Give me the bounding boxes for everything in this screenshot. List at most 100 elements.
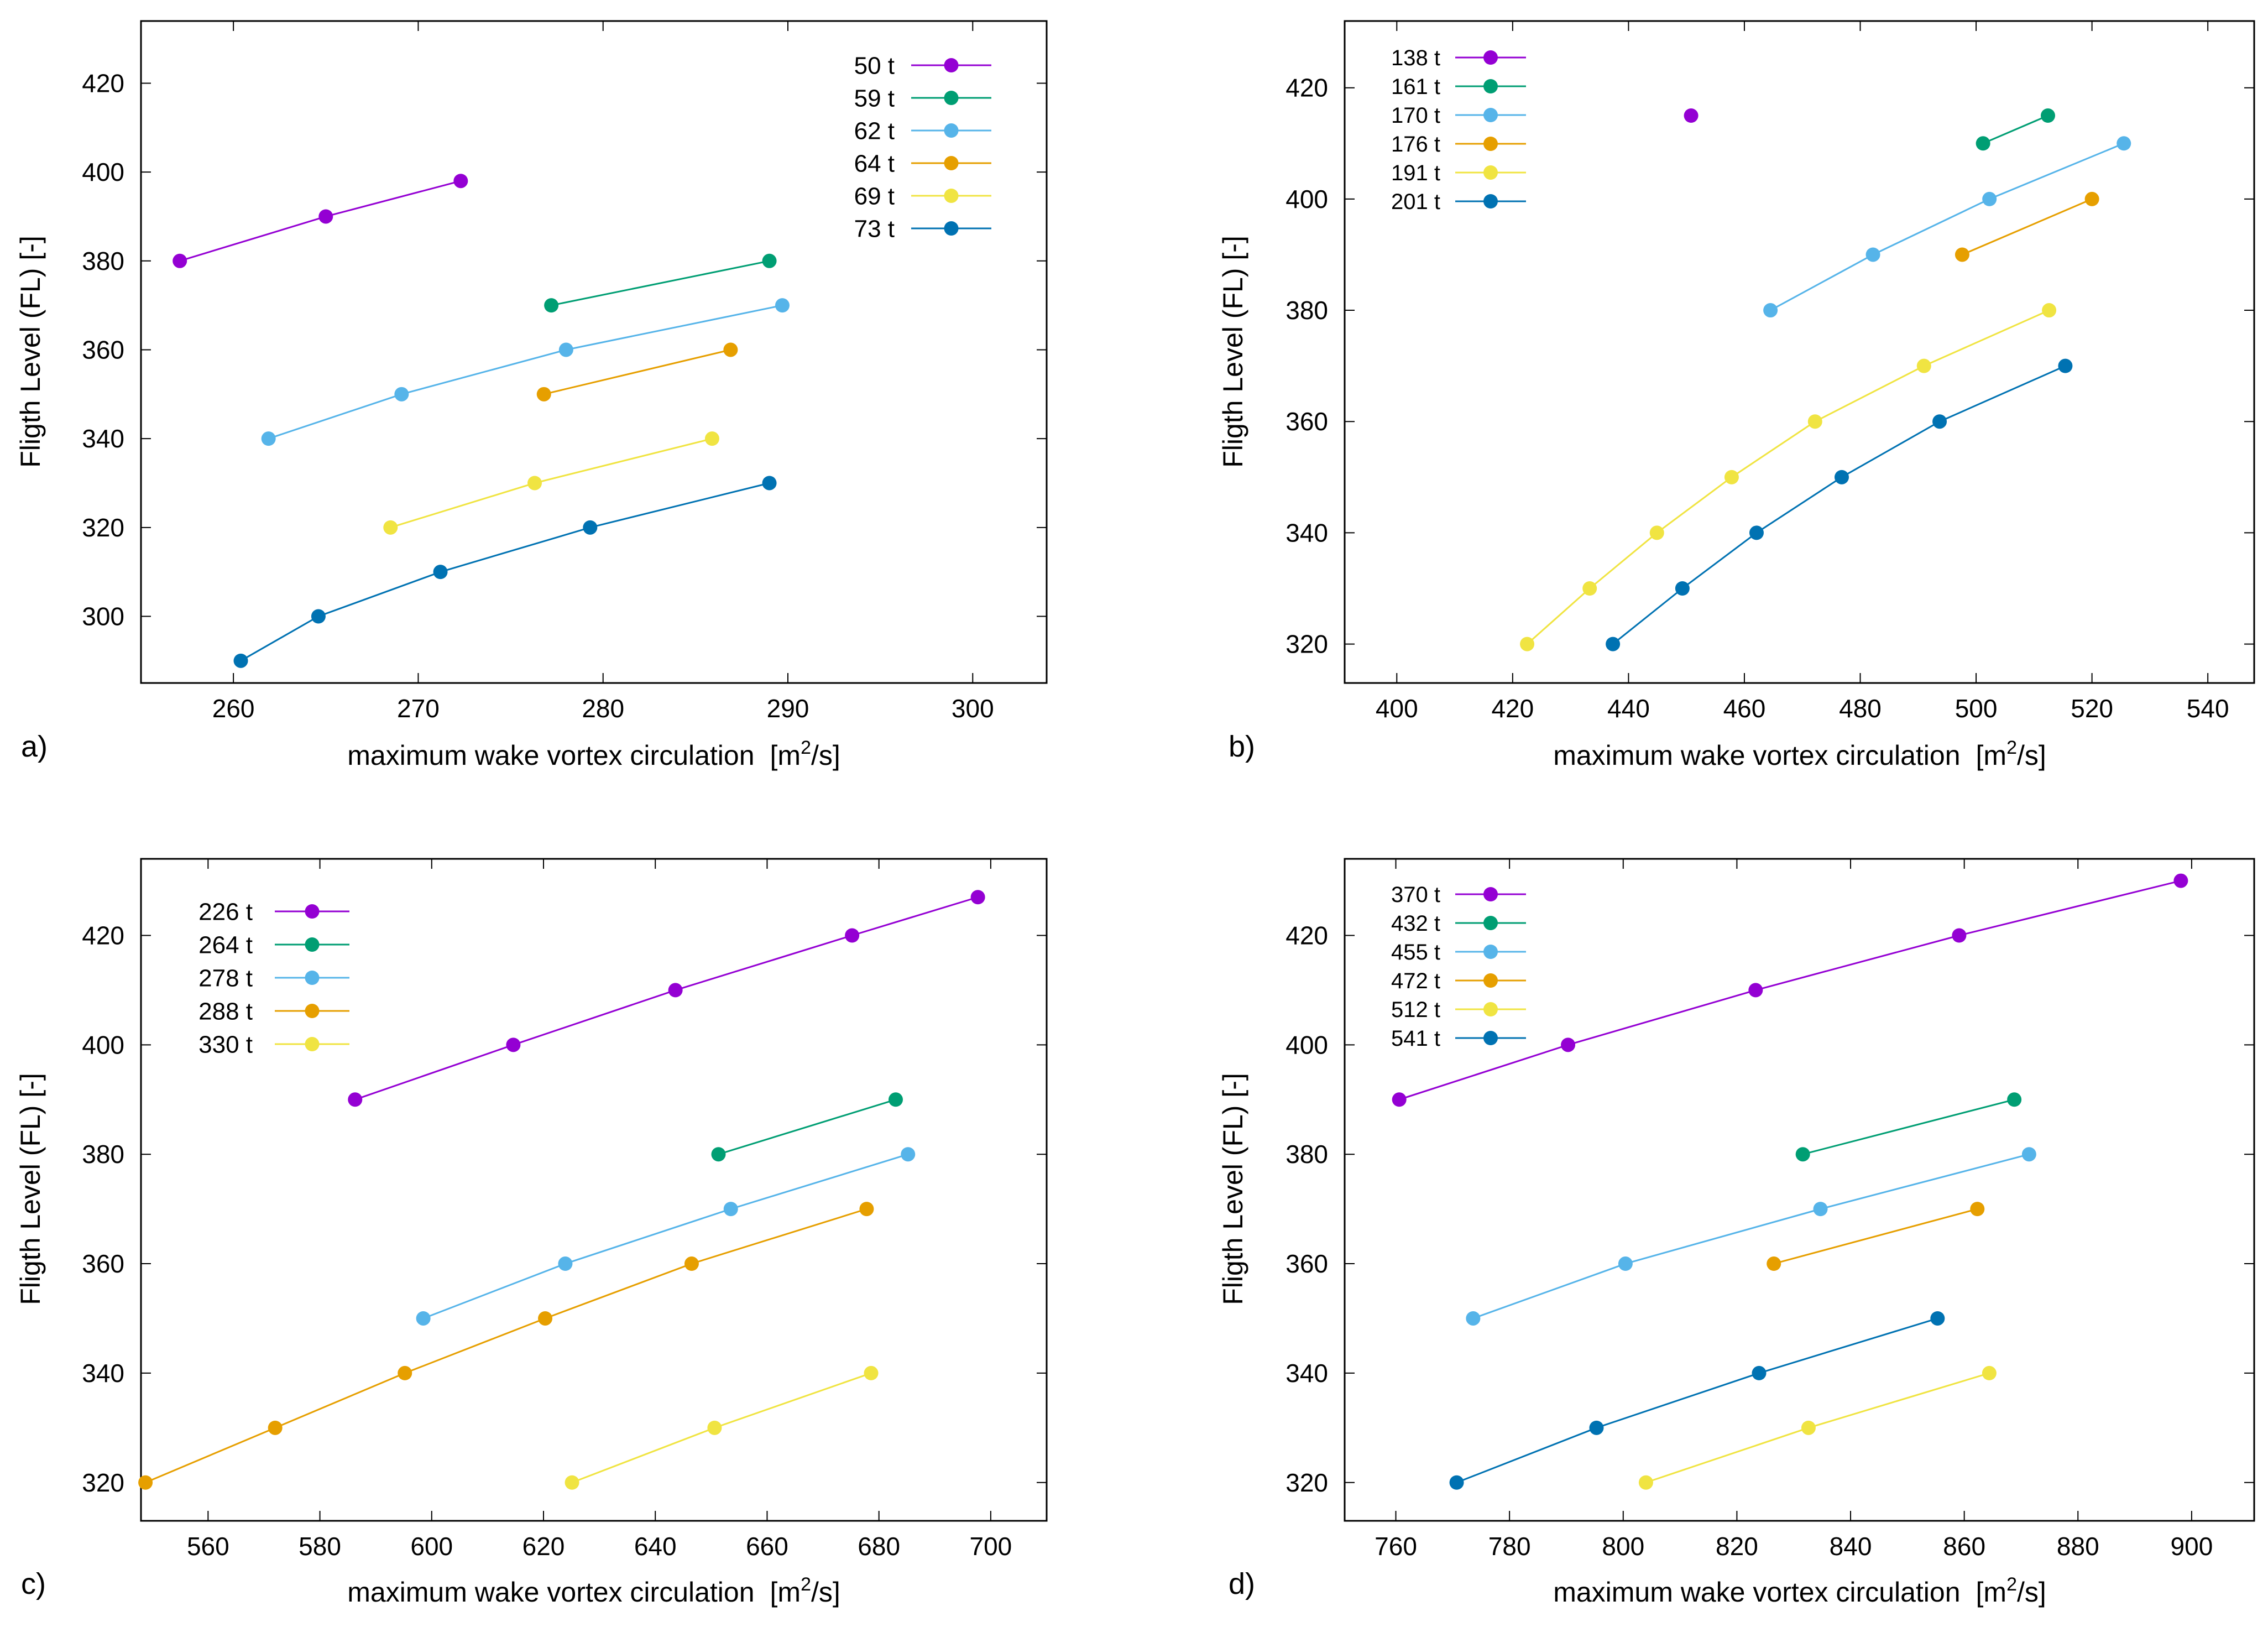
legend-label: 161 t [1391, 75, 1440, 99]
data-point [544, 298, 559, 313]
y-tick-label: 320 [1285, 630, 1328, 659]
data-point [1955, 247, 1969, 262]
legend-marker [305, 1004, 320, 1018]
y-tick-label: 340 [1285, 518, 1328, 547]
legend-label: 278 t [198, 964, 253, 992]
x-axis-title-text: maximum wake vortex circulation [1553, 740, 1960, 771]
data-point [1930, 1311, 1945, 1326]
legend-marker [944, 58, 959, 72]
data-point [1748, 983, 1763, 998]
legend-marker [944, 156, 959, 170]
chart-panel-4: 760 780 800 820 840 860 880 900 320 340 360 380 400 4… [1217, 858, 2255, 1608]
series-line [1773, 1208, 1978, 1265]
data-point [723, 342, 738, 357]
x-axis-title: maximum wake vortex circulation [m2/s] [347, 737, 840, 771]
data-point [1561, 1037, 1576, 1052]
legend-marker [1483, 137, 1498, 151]
x-tick-label: 460 [1723, 694, 1766, 723]
legend-marker [1483, 165, 1498, 180]
legend-marker [1483, 50, 1498, 65]
data-point [775, 298, 790, 313]
data-point [2040, 108, 2055, 123]
data-point [1684, 108, 1699, 123]
data-point [1724, 470, 1739, 484]
data-point [398, 1365, 412, 1380]
series-370-t [1392, 873, 2188, 1107]
legend-label: 201 t [1391, 190, 1440, 214]
series-line [390, 437, 713, 529]
data-point [2084, 191, 2099, 206]
series-226-t [348, 890, 985, 1107]
x-tick-label: 620 [522, 1532, 565, 1561]
y-tick-label: 320 [82, 1468, 124, 1497]
legend-label: 176 t [1391, 132, 1440, 157]
data-point [1916, 358, 1931, 373]
legend-label: 472 t [1391, 969, 1440, 993]
x-axis-unit: [m [770, 1577, 801, 1608]
x-axis-title-text: maximum wake vortex circulation [347, 740, 754, 771]
legend-label: 62 t [854, 117, 895, 144]
series-161-t [1976, 108, 2055, 151]
legend-label: 455 t [1391, 940, 1440, 964]
series-line [1527, 309, 2050, 645]
x-tick-label: 260 [212, 694, 255, 723]
legend-label: 264 t [198, 931, 253, 958]
x-axis-title-text: maximum wake vortex circulation [1553, 1577, 1960, 1608]
series-line [544, 349, 731, 395]
legend-label: 69 t [854, 182, 895, 210]
x-tick-label: 860 [1943, 1532, 1985, 1561]
data-point [684, 1256, 699, 1271]
y-tick-label: 340 [82, 1359, 124, 1388]
x-tick-label: 900 [2171, 1532, 2213, 1561]
legend-label: 191 t [1391, 161, 1440, 185]
legend-marker [1483, 1031, 1498, 1045]
y-tick-label: 300 [82, 602, 124, 630]
series-line [1983, 114, 2048, 144]
series-50-t [173, 174, 468, 268]
x-axis-unit-suffix: /s] [2017, 740, 2046, 771]
data-point [558, 1256, 573, 1271]
data-point [1582, 581, 1597, 596]
data-point [1392, 1092, 1407, 1107]
data-point [1970, 1202, 1985, 1217]
y-tick-label: 360 [1285, 407, 1328, 436]
y-axis-title: Fligth Level (FL) [-] [15, 1073, 46, 1305]
series-432-t [1795, 1092, 2022, 1162]
x-tick-label: 780 [1488, 1532, 1531, 1561]
data-point [2058, 358, 2073, 373]
data-point [1763, 303, 1778, 318]
x-tick-label: 540 [2187, 694, 2229, 723]
series-line [1612, 365, 2066, 645]
x-axis-unit-superscript: 2 [801, 1574, 811, 1595]
y-tick-label: 320 [1285, 1468, 1328, 1497]
y-tick-label: 420 [1285, 921, 1328, 950]
x-tick-label: 300 [952, 694, 994, 723]
data-point [394, 387, 409, 401]
legend-label: 226 t [198, 898, 253, 925]
series-line [268, 304, 783, 440]
series-line [145, 1208, 867, 1484]
data-point [1752, 1365, 1767, 1380]
legend-label: 59 t [854, 85, 895, 112]
chart-panel-3: 560 580 600 620 640 660 680 700 320 340 360 380 400 4… [15, 858, 1048, 1608]
data-point [859, 1202, 874, 1217]
series-191-t [1520, 303, 2057, 651]
data-point [1618, 1256, 1633, 1271]
data-point [453, 174, 468, 189]
x-tick-label: 840 [1830, 1532, 1872, 1561]
legend-label: 170 t [1391, 103, 1440, 128]
data-point [416, 1311, 431, 1326]
series-line [240, 482, 770, 662]
data-point [538, 1311, 553, 1326]
data-point [536, 387, 551, 401]
x-axis-unit-superscript: 2 [801, 737, 811, 758]
series-69-t [383, 431, 719, 535]
data-point [1952, 928, 1967, 943]
data-point [1813, 1202, 1828, 1217]
x-axis-unit: [m [1976, 1577, 2007, 1608]
data-point [318, 209, 333, 224]
data-point [1520, 637, 1535, 651]
data-point [261, 431, 276, 446]
legend-label: 512 t [1391, 998, 1440, 1022]
